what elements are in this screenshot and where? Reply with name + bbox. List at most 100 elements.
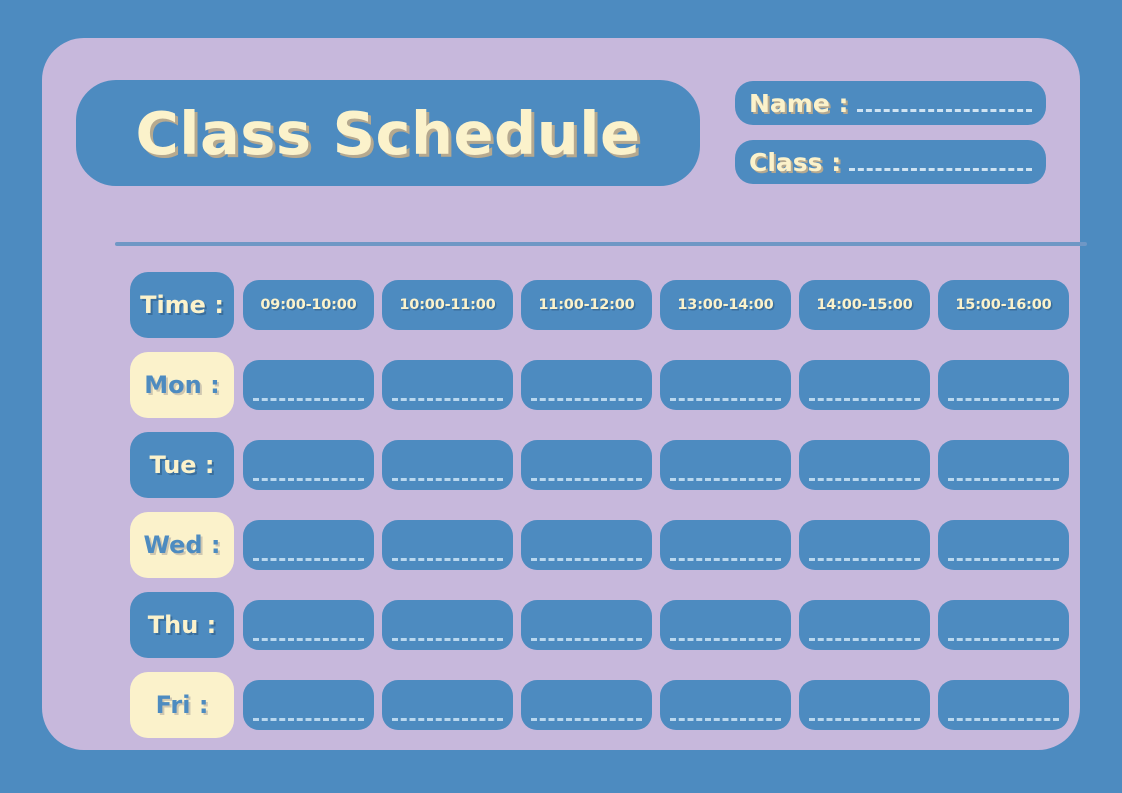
- write-in-line: [948, 558, 1059, 561]
- time-slot-header-4: 13:00-14:00: [660, 280, 791, 330]
- write-in-line: [531, 638, 642, 641]
- schedule-slot-fri-6[interactable]: [938, 680, 1069, 730]
- write-in-line: [392, 718, 503, 721]
- write-in-line: [670, 478, 781, 481]
- day-label: Tue :: [149, 451, 215, 479]
- schedule-slot-tue-1[interactable]: [243, 440, 374, 490]
- day-row-thu: Thu :: [130, 590, 1069, 660]
- write-in-line: [670, 558, 781, 561]
- schedule-slot-mon-3[interactable]: [521, 360, 652, 410]
- write-in-line: [809, 558, 920, 561]
- time-slot-label: 15:00-16:00: [955, 297, 1052, 313]
- header: Class Schedule Name : Class :: [76, 80, 1046, 190]
- schedule-slot-thu-1[interactable]: [243, 600, 374, 650]
- class-input-line[interactable]: [849, 167, 1032, 171]
- name-field-label: Name :: [749, 88, 849, 118]
- time-slot-label: 11:00-12:00: [538, 297, 635, 313]
- time-slot-header-2: 10:00-11:00: [382, 280, 513, 330]
- write-in-line: [392, 638, 503, 641]
- time-slot-label: 14:00-15:00: [816, 297, 913, 313]
- day-label: Wed :: [143, 531, 221, 559]
- schedule-slot-thu-4[interactable]: [660, 600, 791, 650]
- time-header-row: Time : 09:00-10:00 10:00-11:00 11:00-12:…: [130, 270, 1069, 340]
- write-in-line: [392, 558, 503, 561]
- time-slot-label: 13:00-14:00: [677, 297, 774, 313]
- schedule-slot-wed-1[interactable]: [243, 520, 374, 570]
- write-in-line: [948, 638, 1059, 641]
- schedule-slot-tue-5[interactable]: [799, 440, 930, 490]
- write-in-line: [670, 718, 781, 721]
- schedule-slot-mon-2[interactable]: [382, 360, 513, 410]
- class-field-row[interactable]: Class :: [735, 140, 1046, 184]
- write-in-line: [670, 638, 781, 641]
- day-label-cell-tue: Tue :: [130, 432, 234, 498]
- write-in-line: [531, 478, 642, 481]
- schedule-slot-wed-4[interactable]: [660, 520, 791, 570]
- day-label-cell-wed: Wed :: [130, 512, 234, 578]
- day-label: Mon :: [144, 371, 220, 399]
- schedule-slot-fri-3[interactable]: [521, 680, 652, 730]
- day-row-fri: Fri :: [130, 670, 1069, 740]
- schedule-grid: Time : 09:00-10:00 10:00-11:00 11:00-12:…: [130, 270, 1069, 740]
- class-field-label: Class :: [749, 147, 842, 177]
- schedule-slot-mon-4[interactable]: [660, 360, 791, 410]
- day-row-mon: Mon :: [130, 350, 1069, 420]
- day-label-cell-thu: Thu :: [130, 592, 234, 658]
- day-label-cell-fri: Fri :: [130, 672, 234, 738]
- schedule-slot-mon-5[interactable]: [799, 360, 930, 410]
- schedule-slot-wed-6[interactable]: [938, 520, 1069, 570]
- time-slot-header-6: 15:00-16:00: [938, 280, 1069, 330]
- day-label: Thu :: [147, 611, 217, 639]
- write-in-line: [253, 398, 364, 401]
- day-row-wed: Wed :: [130, 510, 1069, 580]
- schedule-slot-thu-6[interactable]: [938, 600, 1069, 650]
- schedule-slot-tue-6[interactable]: [938, 440, 1069, 490]
- time-slot-header-1: 09:00-10:00: [243, 280, 374, 330]
- write-in-line: [809, 638, 920, 641]
- name-field-row[interactable]: Name :: [735, 81, 1046, 125]
- write-in-line: [531, 718, 642, 721]
- time-header-label: Time :: [140, 291, 224, 319]
- write-in-line: [948, 718, 1059, 721]
- header-divider: [115, 242, 1087, 246]
- write-in-line: [392, 398, 503, 401]
- schedule-slot-tue-2[interactable]: [382, 440, 513, 490]
- student-info-fields: Name : Class :: [735, 81, 1046, 184]
- schedule-slot-thu-2[interactable]: [382, 600, 513, 650]
- schedule-slot-wed-3[interactable]: [521, 520, 652, 570]
- schedule-slot-thu-5[interactable]: [799, 600, 930, 650]
- schedule-slot-wed-5[interactable]: [799, 520, 930, 570]
- schedule-slot-mon-1[interactable]: [243, 360, 374, 410]
- schedule-slot-fri-5[interactable]: [799, 680, 930, 730]
- write-in-line: [531, 558, 642, 561]
- write-in-line: [253, 718, 364, 721]
- write-in-line: [948, 478, 1059, 481]
- time-slot-label: 10:00-11:00: [399, 297, 496, 313]
- write-in-line: [253, 638, 364, 641]
- schedule-slot-mon-6[interactable]: [938, 360, 1069, 410]
- time-slot-header-3: 11:00-12:00: [521, 280, 652, 330]
- write-in-line: [253, 478, 364, 481]
- write-in-line: [809, 478, 920, 481]
- schedule-card: Class Schedule Name : Class : Time :: [42, 38, 1087, 750]
- schedule-slot-fri-4[interactable]: [660, 680, 791, 730]
- schedule-slot-fri-1[interactable]: [243, 680, 374, 730]
- write-in-line: [809, 718, 920, 721]
- write-in-line: [531, 398, 642, 401]
- day-label-cell-mon: Mon :: [130, 352, 234, 418]
- write-in-line: [948, 398, 1059, 401]
- write-in-line: [392, 478, 503, 481]
- schedule-slot-thu-3[interactable]: [521, 600, 652, 650]
- day-label: Fri :: [155, 691, 209, 719]
- page-title: Class Schedule: [135, 98, 641, 168]
- schedule-slot-tue-3[interactable]: [521, 440, 652, 490]
- write-in-line: [253, 558, 364, 561]
- day-row-tue: Tue :: [130, 430, 1069, 500]
- time-slot-header-5: 14:00-15:00: [799, 280, 930, 330]
- schedule-slot-tue-4[interactable]: [660, 440, 791, 490]
- schedule-slot-fri-2[interactable]: [382, 680, 513, 730]
- schedule-slot-wed-2[interactable]: [382, 520, 513, 570]
- name-input-line[interactable]: [856, 108, 1032, 112]
- write-in-line: [670, 398, 781, 401]
